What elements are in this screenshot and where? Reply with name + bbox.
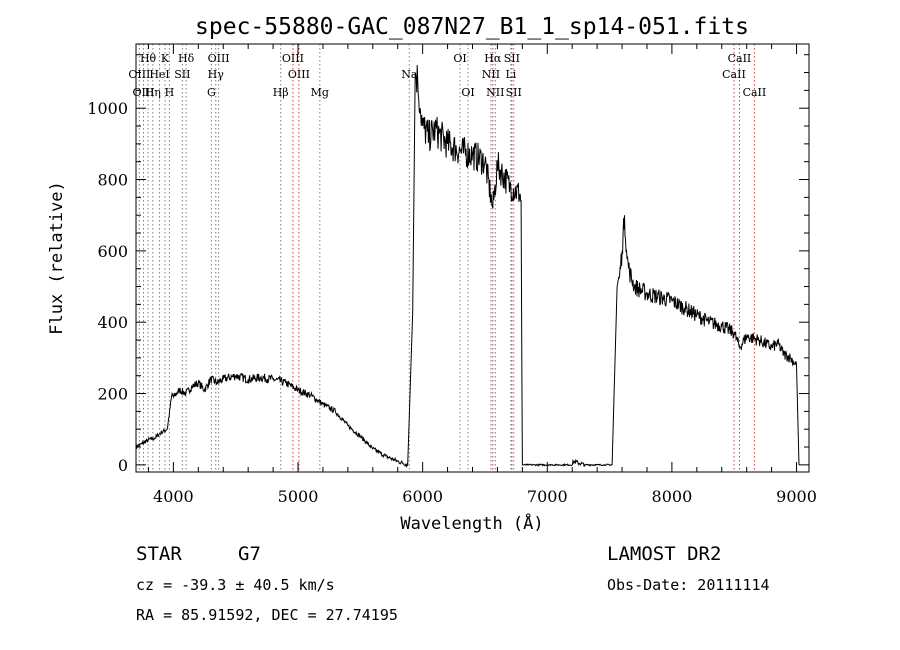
line-label-2: OIII	[132, 86, 154, 99]
line-label-16: Na	[401, 68, 418, 81]
line-label-20: SII	[504, 52, 520, 65]
x-tick-label-3: 7000	[527, 487, 568, 506]
y-tick-label-1: 200	[97, 385, 128, 404]
line-label-13: OIII	[288, 68, 310, 81]
line-label-0: Hθ	[140, 52, 157, 65]
coordinates-text: RA = 85.91592, DEC = 27.74195	[136, 606, 398, 624]
x-tick-label-0: 4000	[153, 487, 194, 506]
y-tick-label-0: 0	[118, 456, 128, 475]
x-tick-label-1: 5000	[278, 487, 319, 506]
line-label-12: OIII	[282, 52, 304, 65]
line-label-14: Hβ	[273, 86, 289, 99]
line-label-26: CaII	[722, 68, 746, 81]
x-tick-label-2: 6000	[402, 487, 443, 506]
y-tick-label-3: 600	[97, 242, 128, 261]
line-label-8: Hδ	[178, 52, 195, 65]
spectral-line-markers	[138, 44, 755, 472]
spectrum-line	[135, 65, 800, 469]
obs-date-text: Obs-Date: 20111114	[607, 576, 770, 594]
line-label-19: Hα	[484, 52, 502, 65]
object-class: STAR	[136, 543, 182, 565]
line-label-9: OIII	[208, 52, 230, 65]
y-tick-label-5: 1000	[87, 99, 128, 118]
line-label-5: HeI	[149, 68, 169, 81]
line-label-17: OI	[453, 52, 466, 65]
line-label-21: NII	[482, 68, 500, 81]
object-subclass: G7	[238, 543, 261, 565]
y-tick-label-2: 400	[97, 313, 128, 332]
line-label-1: OIII	[128, 68, 150, 81]
line-label-22: Li	[505, 68, 516, 81]
line-label-23: NII	[486, 86, 504, 99]
line-label-4: K	[161, 52, 170, 65]
line-label-24: SII	[506, 86, 522, 99]
survey-name: LAMOST DR2	[607, 543, 721, 565]
line-label-7: H	[165, 86, 175, 99]
chart-title: spec-55880-GAC_087N27_B1_1_sp14-051.fits	[195, 14, 749, 40]
x-axis-label: Wavelength (Å)	[400, 512, 543, 534]
redshift-text: cz = -39.3 ± 40.5 km/s	[136, 576, 335, 594]
line-label-3: Hη	[145, 86, 161, 99]
line-label-6: SII	[174, 68, 190, 81]
line-label-18: OI	[461, 86, 474, 99]
line-label-10: Hγ	[208, 68, 225, 81]
line-label-15: Mg	[311, 86, 329, 99]
x-tick-label-5: 9000	[776, 487, 817, 506]
axis-ticks: 4000 5000 6000 7000 8000 9000 0 200 400 600 800 100…	[87, 44, 817, 506]
y-tick-label-4: 800	[97, 171, 128, 190]
x-tick-label-4: 8000	[652, 487, 693, 506]
plot-frame	[135, 43, 810, 473]
line-label-25: CaII	[728, 52, 752, 65]
line-label-27: CaII	[743, 86, 767, 99]
y-axis-label: Flux (relative)	[47, 181, 67, 335]
line-label-11: G	[207, 86, 216, 99]
